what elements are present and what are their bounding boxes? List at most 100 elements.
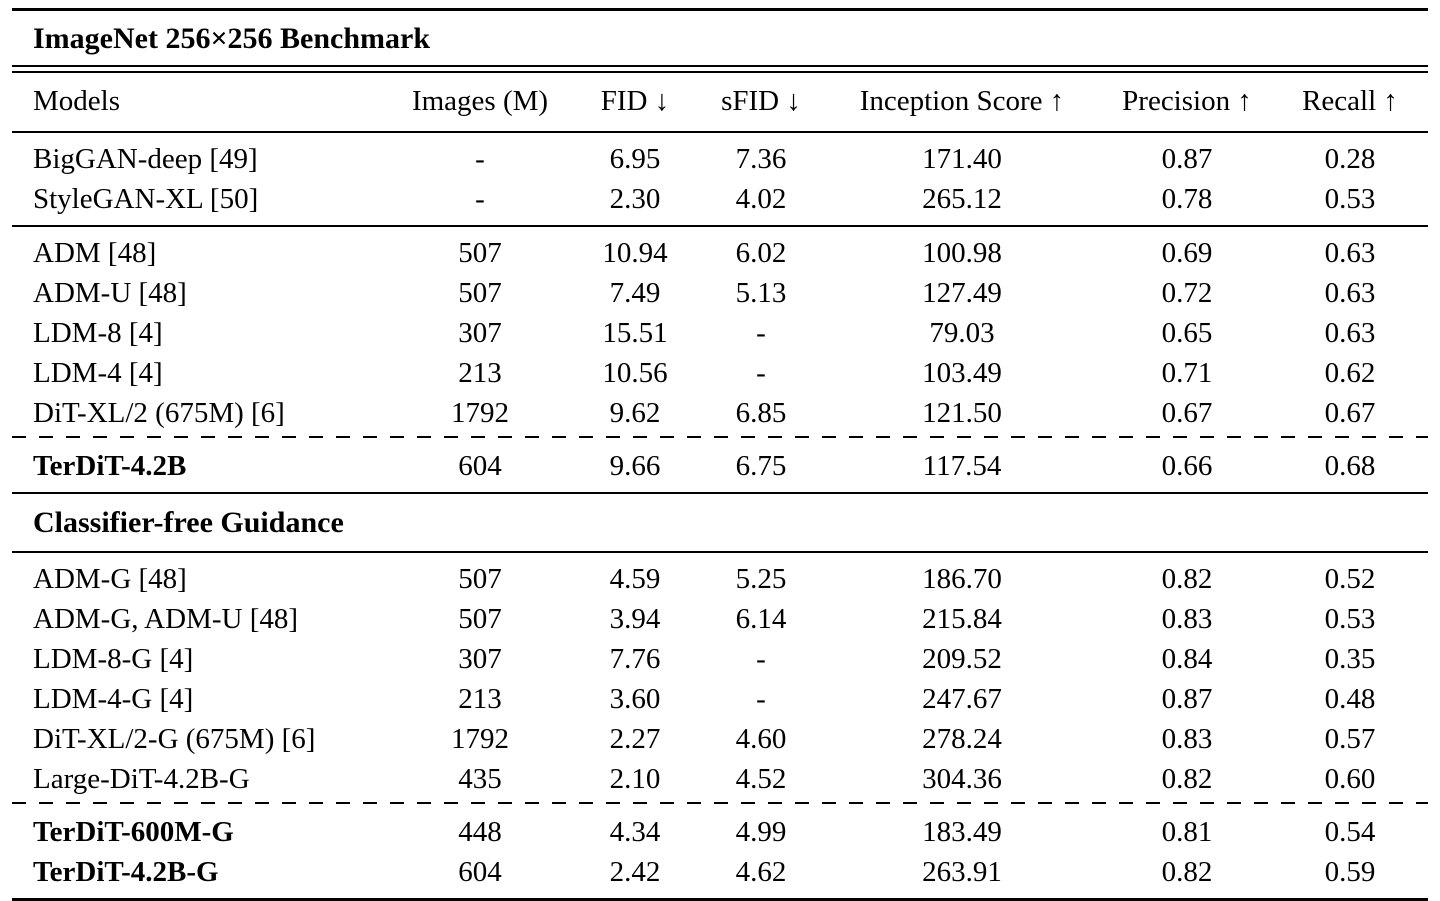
metric-value-cell: 604 [458, 856, 502, 888]
metric-value-cell: 6.85 [735, 397, 787, 429]
table-row: BigGAN-deep [49] - 6.95 7.36 171.40 0.87 0.28 [12, 132, 1428, 179]
double-rule [12, 66, 1429, 73]
table-row: ADM-G, ADM-U [48] 507 3.94 6.14 215.84 0.83 0.… [12, 599, 1428, 639]
metric-value-cell: 4.34 [609, 816, 661, 848]
metric-value-cell: 435 [458, 763, 502, 795]
metric-value-cell: 0.28 [1324, 143, 1376, 175]
metric-value-cell: 100.98 [922, 237, 1002, 269]
dashed-rule [12, 802, 1429, 804]
metric-value-cell: 6.02 [735, 237, 787, 269]
table-title: ImageNet 256×256 Benchmark [12, 9, 1429, 67]
metric-value-cell: 507 [458, 603, 502, 635]
table-row: TerDiT-4.2B 604 9.66 6.75 117.54 0.66 0.68 [12, 444, 1429, 494]
metric-value-cell: 0.84 [1161, 643, 1213, 675]
metric-value-cell: 103.49 [922, 357, 1002, 389]
dashed-rule [12, 436, 1429, 438]
metric-value-cell: 0.52 [1324, 563, 1376, 595]
metric-value-cell: 507 [458, 237, 502, 269]
guidance-section-row: Classifier-free Guidance [12, 493, 1429, 553]
metric-value-cell: 307 [458, 643, 502, 675]
terdit-guidance-group: TerDiT-600M-G 448 4.34 4.99 183.49 0.81 0.54 Te… [12, 810, 1428, 900]
metric-value-cell: 263.91 [922, 856, 1002, 888]
metric-value-cell: 4.99 [735, 816, 787, 848]
guidance-section-title: Classifier-free Guidance [12, 493, 1429, 553]
table-row: DiT-XL/2 (675M) [6] 1792 9.62 6.85 121.50 0.6… [12, 393, 1428, 433]
col-header-inception-score: Inception Score ↑ [822, 72, 1102, 133]
metric-value-cell: 5.13 [735, 277, 787, 309]
metric-value-cell: 9.66 [570, 444, 700, 494]
table-row: ADM-U [48] 507 7.49 5.13 127.49 0.72 0.63 [12, 273, 1428, 313]
metric-value-cell: 5.25 [735, 563, 787, 595]
model-name-cell: TerDiT-4.2B-G [33, 856, 219, 888]
metric-value-cell: 0.35 [1324, 643, 1376, 675]
model-name-cell: LDM-8 [4] [33, 317, 163, 349]
model-name-cell: TerDiT-4.2B [12, 444, 390, 494]
table-row: TerDiT-600M-G 448 4.34 4.99 183.49 0.81 0.54 [12, 810, 1428, 852]
model-name-cell: ADM [48] [33, 237, 157, 269]
col-header-recall: Recall ↑ [1272, 72, 1429, 133]
metric-value-cell: 0.67 [1324, 397, 1376, 429]
metric-value-cell: - [756, 643, 766, 675]
metric-value-cell: 0.66 [1102, 444, 1272, 494]
metric-value-cell: 0.69 [1161, 237, 1213, 269]
model-name-cell: Large-DiT-4.2B-G [33, 763, 250, 795]
table-row: Large-DiT-4.2B-G 435 2.10 4.52 304.36 0.82 0.6… [12, 759, 1428, 799]
metric-value-cell: 0.53 [1272, 179, 1429, 227]
metric-value-cell: 209.52 [922, 643, 1002, 675]
metric-value-cell: 6.14 [735, 603, 787, 635]
table-row: LDM-4-G [4] 213 3.60 - 247.67 0.87 0.48 [12, 679, 1428, 719]
metric-value-cell: 604 [390, 444, 570, 494]
metric-value-cell: 4.52 [735, 763, 787, 795]
metric-value-cell: 4.59 [609, 563, 661, 595]
column-header-row: Models Images (M) FID ↓ sFID ↓ Inception… [12, 72, 1429, 133]
model-name-cell: ADM-G, ADM-U [48] [33, 603, 299, 635]
metric-value-cell: 0.65 [1161, 317, 1213, 349]
metric-value-cell: 0.63 [1324, 237, 1376, 269]
metric-value-cell: 0.54 [1324, 816, 1376, 848]
metric-value-cell: 307 [458, 317, 502, 349]
model-name-cell: LDM-4 [4] [33, 357, 163, 389]
metric-value-cell: 4.62 [735, 856, 787, 888]
metric-value-cell: 10.56 [602, 357, 668, 389]
metric-value-cell: 0.83 [1161, 723, 1213, 755]
table-title-row: ImageNet 256×256 Benchmark [12, 9, 1429, 67]
metric-value-cell: 7.76 [609, 643, 661, 675]
metric-value-cell: 9.62 [609, 397, 661, 429]
metric-value-cell: 6.95 [609, 143, 661, 175]
model-name-cell: LDM-4-G [4] [33, 683, 194, 715]
metric-value-cell: 0.60 [1324, 763, 1376, 795]
metric-value-cell: 79.03 [929, 317, 995, 349]
metric-value-cell: 0.87 [1161, 683, 1213, 715]
metric-value-cell: 278.24 [922, 723, 1002, 755]
col-header-images: Images (M) [390, 72, 570, 133]
benchmark-table: ImageNet 256×256 Benchmark Models Images… [12, 8, 1429, 901]
metric-value-cell: 117.54 [822, 444, 1102, 494]
metric-value-cell: - [756, 317, 766, 349]
diffusion-rows-group: ADM [48] 507 10.94 6.02 100.98 0.69 0.63 ADM-U … [12, 226, 1428, 433]
guidance-section-header-group: Classifier-free Guidance [12, 493, 1429, 553]
terdit-benchmark-group: TerDiT-4.2B 604 9.66 6.75 117.54 0.66 0.68 [12, 444, 1429, 494]
metric-value-cell: 0.78 [1102, 179, 1272, 227]
model-name-cell: BigGAN-deep [49] [33, 143, 258, 175]
model-name-cell: DiT-XL/2 (675M) [6] [33, 397, 285, 429]
metric-value-cell: 448 [458, 816, 502, 848]
metric-value-cell: 4.60 [735, 723, 787, 755]
model-name-cell: DiT-XL/2-G (675M) [6] [33, 723, 316, 755]
guidance-rows-group: ADM-G [48] 507 4.59 5.25 186.70 0.82 0.52 ADM-G… [12, 552, 1428, 799]
metric-value-cell: - [756, 683, 766, 715]
table-row: LDM-4 [4] 213 10.56 - 103.49 0.71 0.62 [12, 353, 1428, 393]
metric-value-cell: 171.40 [922, 143, 1002, 175]
table-row: StyleGAN-XL [50] -2.30 4.02 265.12 0.78 0.53 [12, 179, 1429, 227]
metric-value-cell: 0.68 [1272, 444, 1429, 494]
metric-value-cell: 121.50 [922, 397, 1002, 429]
metric-value-cell: 0.59 [1324, 856, 1376, 888]
metric-value-cell: 0.72 [1161, 277, 1213, 309]
metric-value-cell: 0.63 [1324, 277, 1376, 309]
metric-value-cell: 0.82 [1161, 763, 1213, 795]
dashed-separator-2 [12, 799, 1429, 810]
col-header-precision: Precision ↑ [1102, 72, 1272, 133]
gan-rows-group: BigGAN-deep [49] - 6.95 7.36 171.40 0.87 0.28 S… [12, 132, 1429, 227]
metric-value-cell: 7.49 [609, 277, 661, 309]
metric-value-cell: 7.36 [735, 143, 787, 175]
